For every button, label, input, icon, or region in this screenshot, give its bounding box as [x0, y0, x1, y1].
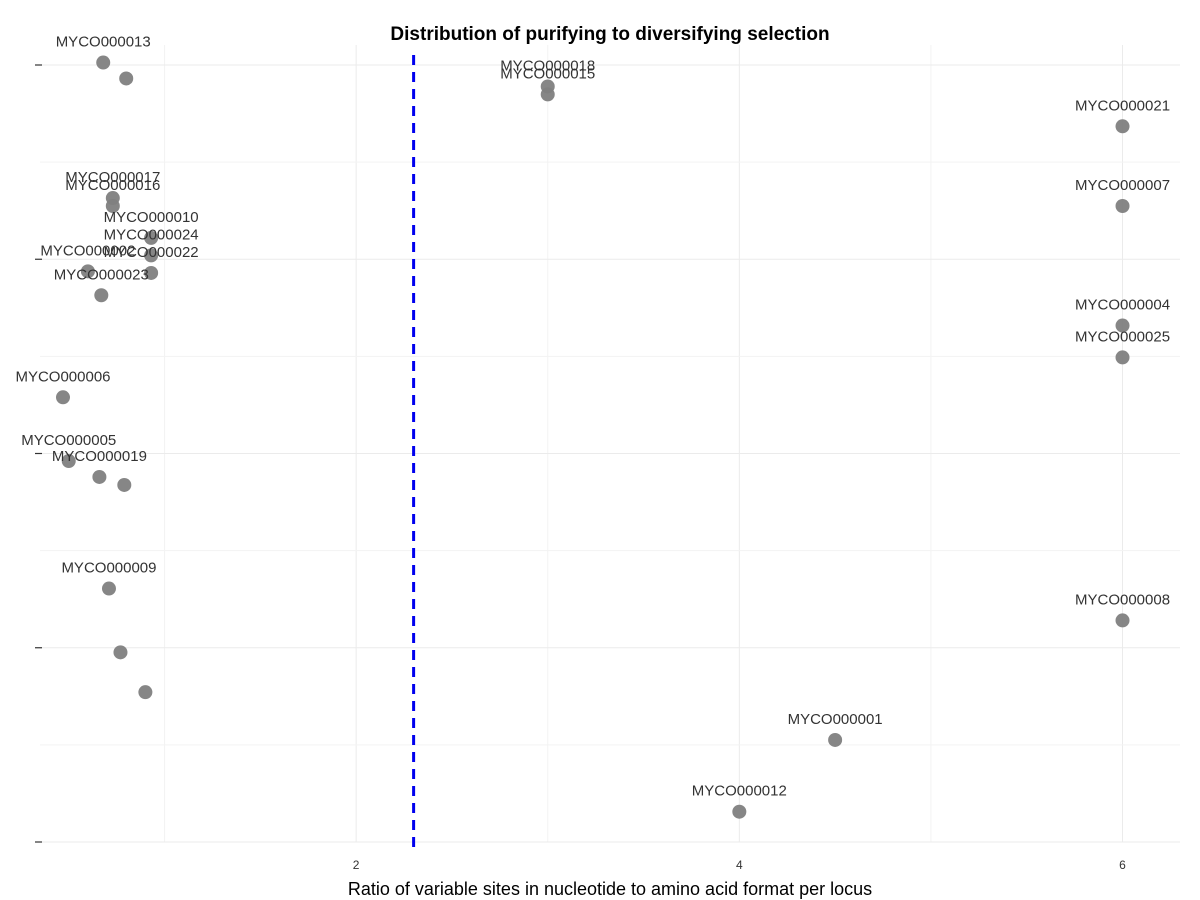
data-point	[144, 265, 159, 280]
point-label: MYCO000001	[788, 711, 883, 728]
point-label: MYCO000022	[104, 244, 199, 261]
data-point	[96, 55, 111, 70]
data-point	[732, 804, 747, 819]
points-layer	[55, 55, 1130, 819]
data-point	[540, 87, 555, 102]
data-point	[92, 469, 107, 484]
point-label: MYCO000010	[104, 209, 199, 226]
point-label: MYCO000006	[15, 368, 110, 385]
x-tick-label: 6	[1119, 858, 1126, 872]
point-label: MYCO000015	[500, 65, 595, 82]
point-label: MYCO000004	[1075, 297, 1170, 314]
data-point	[138, 685, 153, 700]
data-point	[144, 248, 159, 263]
point-label: MYCO000009	[61, 560, 156, 577]
data-point	[94, 288, 109, 303]
point-label: MYCO000008	[1075, 591, 1170, 608]
x-tick-label: 4	[736, 858, 743, 872]
grid	[40, 45, 1180, 843]
point-label: MYCO000012	[692, 783, 787, 800]
data-point	[101, 581, 116, 596]
point-label: MYCO000024	[104, 226, 199, 243]
point-label: MYCO000016	[65, 177, 160, 194]
x-axis-label: Ratio of variable sites in nucleotide to…	[348, 879, 872, 899]
data-point	[113, 645, 128, 660]
data-point	[828, 732, 843, 747]
data-point	[1115, 119, 1130, 134]
data-point	[144, 230, 159, 245]
data-point	[55, 390, 70, 405]
data-point	[1115, 198, 1130, 213]
data-point	[61, 454, 76, 469]
data-point	[80, 264, 95, 279]
chart-title: Distribution of purifying to diversifyin…	[390, 24, 829, 45]
data-point	[119, 71, 134, 86]
point-label: MYCO000005	[21, 432, 116, 449]
x-tick-label: 2	[353, 858, 360, 872]
point-label: MYCO000023	[54, 266, 149, 283]
data-point	[1115, 318, 1130, 333]
data-point	[1115, 350, 1130, 365]
point-label: MYCO000018	[500, 57, 595, 74]
point-label: MYCO000019	[52, 448, 147, 465]
axes-layer: 2 4 6	[35, 64, 1126, 872]
point-label: MYCO000007	[1075, 177, 1170, 194]
point-label: MYCO000002	[40, 242, 135, 259]
data-point	[1115, 613, 1130, 628]
point-label: MYCO000021	[1075, 97, 1170, 114]
data-point	[117, 477, 132, 492]
data-point	[105, 198, 120, 213]
point-label: MYCO000025	[1075, 328, 1170, 345]
point-label: MYCO000013	[56, 34, 151, 51]
point-label: MYCO000017	[65, 169, 160, 186]
